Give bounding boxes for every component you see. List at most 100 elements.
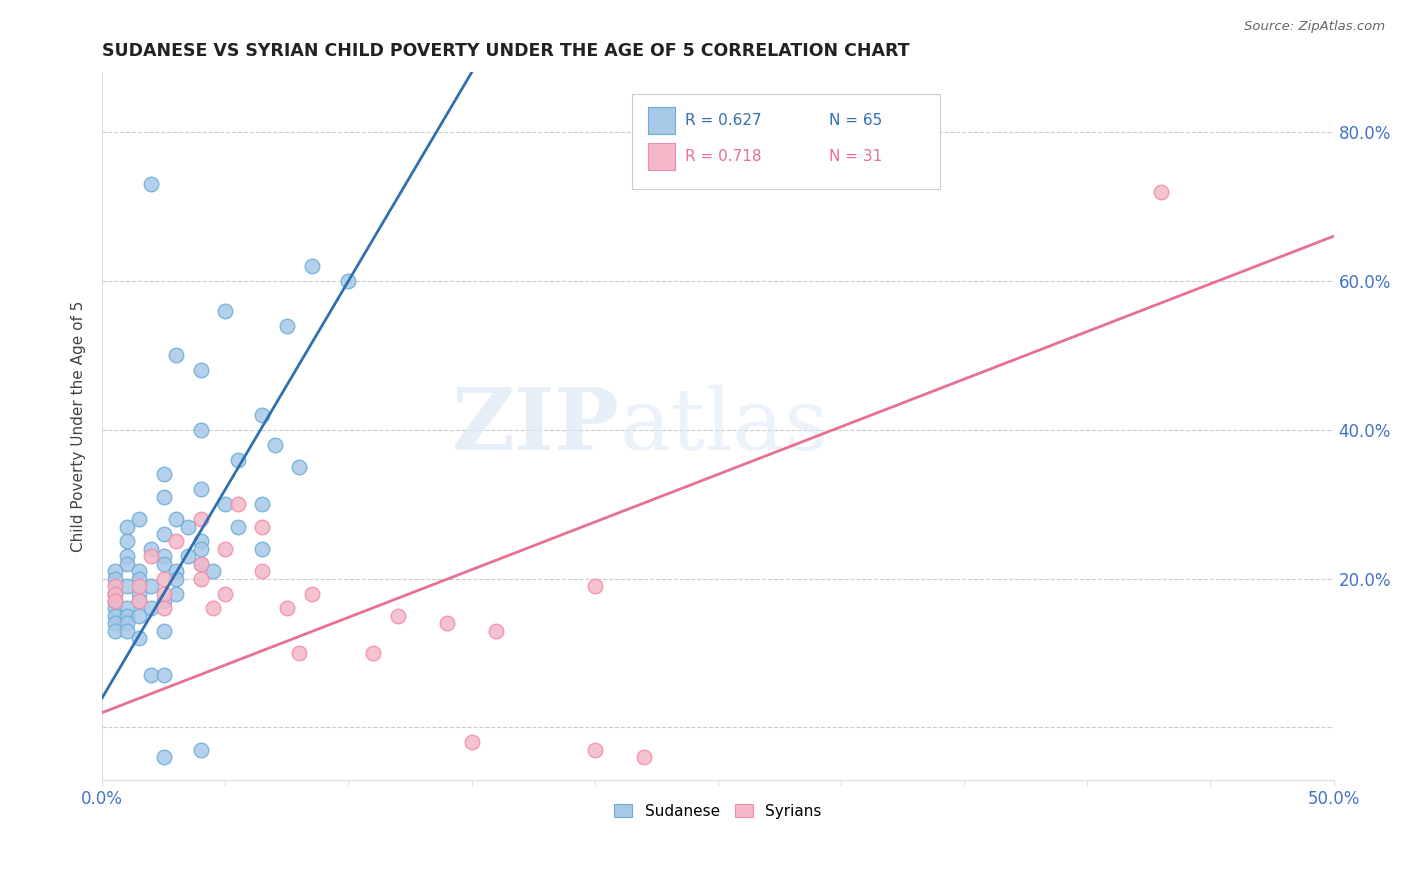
Point: [190, 423, 212, 437]
Point: [128, 579, 150, 593]
Point: [103, 586, 125, 600]
Point: [301, 259, 323, 273]
Point: [141, 549, 163, 564]
Point: [190, 743, 212, 757]
Point: [128, 586, 150, 600]
Point: [214, 497, 236, 511]
Point: [301, 586, 323, 600]
Point: [190, 512, 212, 526]
Point: [152, 668, 174, 682]
Point: [177, 519, 200, 533]
Point: [128, 594, 150, 608]
Text: ZIP: ZIP: [451, 384, 620, 468]
Point: [115, 601, 138, 615]
Point: [103, 624, 125, 638]
Point: [337, 274, 360, 288]
Point: [103, 594, 125, 608]
Point: [165, 534, 187, 549]
Point: [202, 601, 225, 615]
Text: R = 0.718: R = 0.718: [685, 149, 761, 164]
FancyBboxPatch shape: [648, 143, 675, 170]
Point: [583, 579, 606, 593]
Point: [190, 557, 212, 571]
Point: [115, 616, 138, 631]
Point: [165, 586, 187, 600]
Point: [288, 459, 311, 474]
Point: [190, 557, 212, 571]
FancyBboxPatch shape: [631, 94, 939, 189]
Point: [152, 750, 174, 764]
Text: atlas: atlas: [620, 384, 828, 467]
Point: [152, 594, 174, 608]
Point: [288, 646, 311, 660]
Point: [152, 624, 174, 638]
Point: [128, 564, 150, 578]
FancyBboxPatch shape: [648, 107, 675, 134]
Point: [190, 572, 212, 586]
Point: [190, 541, 212, 556]
Point: [152, 586, 174, 600]
Legend: Sudanese, Syrians: Sudanese, Syrians: [607, 797, 828, 825]
Point: [115, 519, 138, 533]
Point: [165, 572, 187, 586]
Point: [115, 557, 138, 571]
Point: [141, 541, 163, 556]
Point: [103, 616, 125, 631]
Point: [152, 527, 174, 541]
Point: [103, 608, 125, 623]
Point: [460, 735, 482, 749]
Point: [214, 541, 236, 556]
Point: [103, 594, 125, 608]
Point: [152, 572, 174, 586]
Point: [252, 408, 274, 422]
Point: [226, 497, 249, 511]
Point: [263, 437, 285, 451]
Point: [128, 512, 150, 526]
Point: [202, 564, 225, 578]
Text: SUDANESE VS SYRIAN CHILD POVERTY UNDER THE AGE OF 5 CORRELATION CHART: SUDANESE VS SYRIAN CHILD POVERTY UNDER T…: [103, 42, 910, 60]
Point: [115, 534, 138, 549]
Point: [165, 348, 187, 362]
Point: [214, 303, 236, 318]
Point: [252, 564, 274, 578]
Point: [128, 608, 150, 623]
Point: [436, 616, 458, 631]
Point: [103, 579, 125, 593]
Point: [115, 608, 138, 623]
Point: [252, 541, 274, 556]
Point: [115, 579, 138, 593]
Point: [115, 624, 138, 638]
Text: R = 0.627: R = 0.627: [685, 113, 761, 128]
Point: [128, 572, 150, 586]
Y-axis label: Child Poverty Under the Age of 5: Child Poverty Under the Age of 5: [72, 301, 86, 552]
Point: [165, 564, 187, 578]
Point: [152, 467, 174, 482]
Point: [103, 572, 125, 586]
Point: [226, 519, 249, 533]
Point: [276, 318, 298, 333]
Point: [152, 601, 174, 615]
Point: [633, 750, 655, 764]
Point: [190, 483, 212, 497]
Point: [141, 579, 163, 593]
Point: [103, 601, 125, 615]
Text: Source: ZipAtlas.com: Source: ZipAtlas.com: [1244, 20, 1385, 33]
Point: [252, 519, 274, 533]
Point: [103, 586, 125, 600]
Text: N = 65: N = 65: [828, 113, 882, 128]
Point: [141, 601, 163, 615]
Text: N = 31: N = 31: [828, 149, 882, 164]
Point: [165, 512, 187, 526]
Point: [141, 177, 163, 191]
Point: [141, 668, 163, 682]
Point: [152, 557, 174, 571]
Point: [214, 586, 236, 600]
Point: [152, 490, 174, 504]
Point: [152, 549, 174, 564]
Point: [252, 497, 274, 511]
Point: [1150, 185, 1173, 199]
Point: [226, 452, 249, 467]
Point: [387, 608, 409, 623]
Point: [276, 601, 298, 615]
Point: [128, 631, 150, 645]
